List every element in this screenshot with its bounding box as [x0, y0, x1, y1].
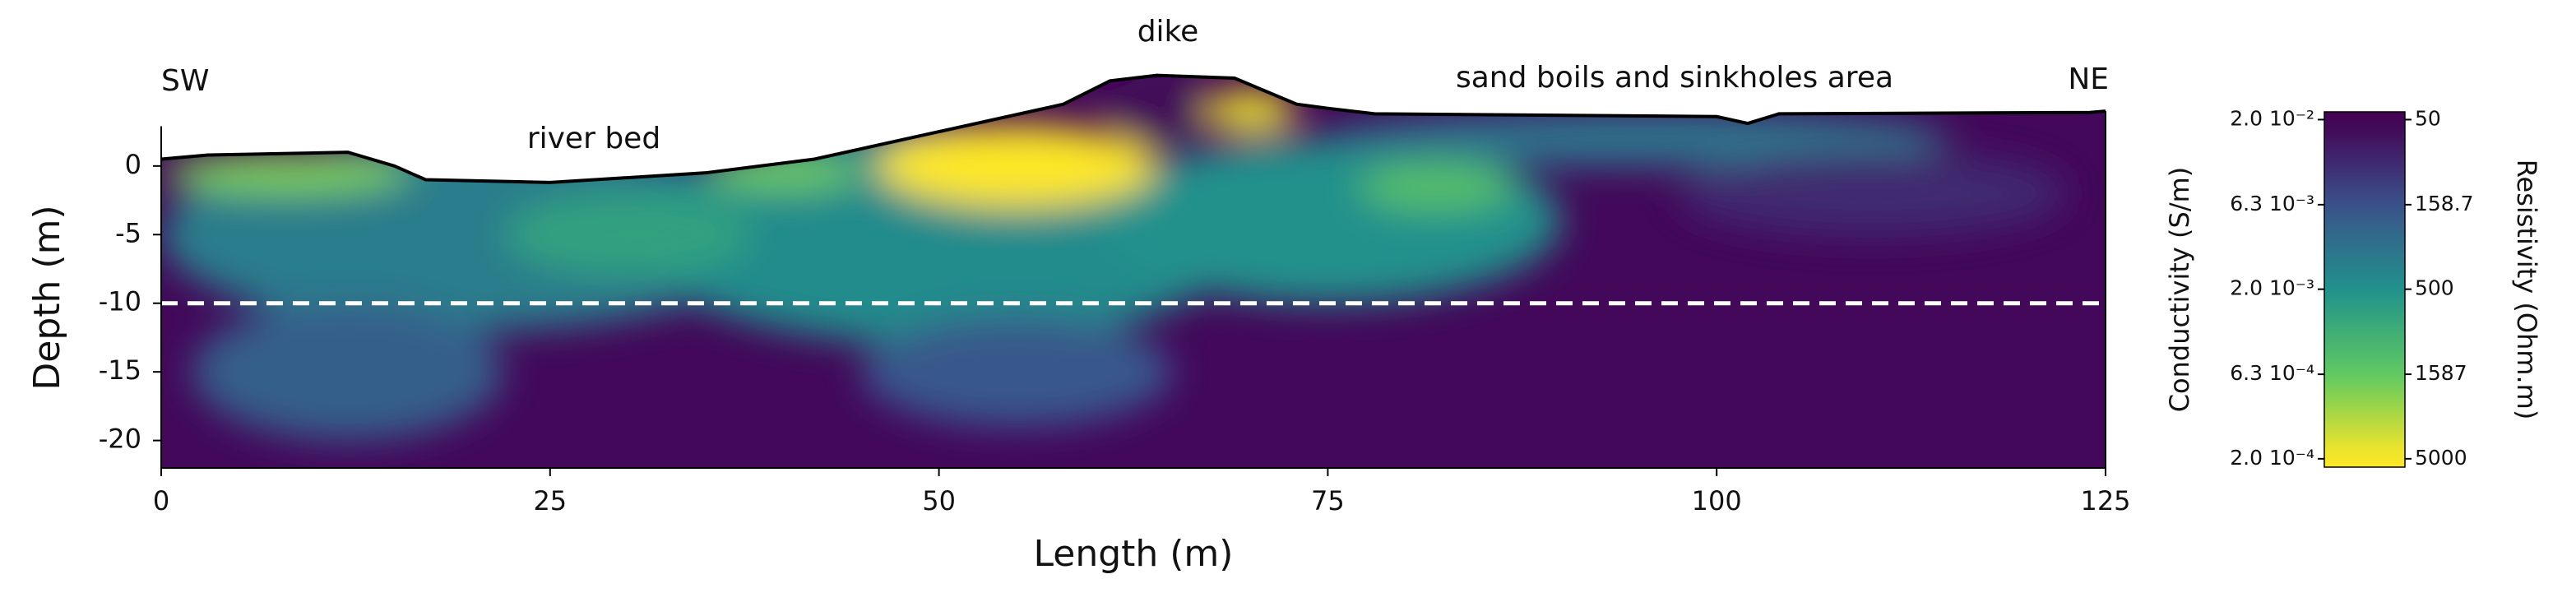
anomaly [1094, 138, 1562, 303]
y-tick-label: -10 [99, 286, 141, 317]
resistivity-tick-label: 1587 [2415, 361, 2467, 385]
anomaly [503, 193, 753, 276]
anomaly [192, 303, 504, 441]
anomaly [161, 152, 410, 194]
x-axis-label: Length (m) [1034, 533, 1234, 575]
conductivity-label: Conductivity (S/m) [2164, 167, 2195, 413]
x-tick-label: 0 [153, 485, 169, 516]
resistivity-tick-label: 158.7 [2415, 192, 2474, 215]
colorbar [2323, 111, 2406, 468]
x-tick-label: 125 [2080, 485, 2130, 516]
y-tick-label: -20 [99, 424, 141, 455]
conductivity-tick-label: 2.0 10⁻² [2230, 106, 2314, 130]
anomalies [161, 76, 2067, 441]
resistivity-tick-label: 500 [2415, 276, 2454, 300]
resistivity-tick-label: 5000 [2415, 446, 2467, 470]
x-tick-label: 100 [1692, 485, 1742, 516]
section-field [161, 75, 2106, 468]
annotation: dike [1137, 15, 1199, 49]
y-axis-label: Depth (m) [26, 205, 68, 390]
conductivity-tick-label: 6.3 10⁻³ [2230, 192, 2314, 215]
annotation: NE [2068, 63, 2109, 96]
anomaly [876, 124, 1157, 207]
anomaly [705, 155, 862, 191]
anomaly [1677, 152, 2067, 235]
anomaly [1110, 76, 1204, 146]
y-tick-label: -5 [115, 217, 141, 248]
anomaly [1203, 90, 1297, 132]
conductivity-tick-label: 2.0 10⁻⁴ [2230, 446, 2314, 470]
conductivity-tick-label: 6.3 10⁻⁴ [2230, 361, 2314, 385]
annotation: sand boils and sinkholes area [1456, 61, 1893, 95]
annotation: river bed [527, 122, 660, 155]
y-tick-label: -15 [99, 354, 141, 386]
y-tick-label: 0 [125, 149, 141, 180]
resistivity-label: Resistivity (Ohm.m) [2511, 160, 2542, 420]
anomaly [1327, 111, 1950, 166]
topography-line [160, 73, 2106, 184]
anomaly [1359, 162, 1515, 211]
x-tick-label: 75 [1311, 485, 1345, 516]
resistivity-tick-label: 50 [2415, 106, 2441, 130]
x-tick-label: 25 [533, 485, 567, 516]
conductivity-tick-label: 2.0 10⁻³ [2230, 276, 2314, 300]
anomaly [861, 317, 1173, 427]
annotation: SW [161, 64, 209, 98]
x-tick-label: 50 [922, 485, 956, 516]
